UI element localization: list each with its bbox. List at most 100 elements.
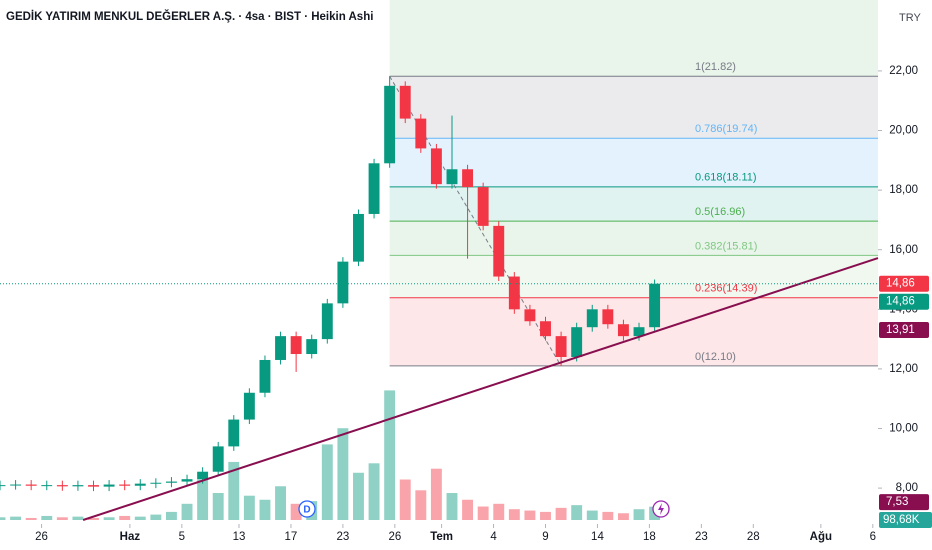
price-label: 14,86 [886, 296, 915, 308]
fib-label: 0(12.10) [695, 351, 736, 363]
x-tick-label: 18 [643, 531, 656, 543]
candle-body [353, 213, 364, 262]
candle-body [134, 483, 146, 486]
volume-bar [477, 506, 489, 520]
y-tick-label: 16,00 [889, 244, 918, 256]
volume-bar [228, 461, 240, 520]
x-tick-label: Ağu [810, 531, 832, 543]
candle-body [462, 169, 474, 188]
candle-body [41, 485, 53, 487]
price-layer [0, 76, 879, 521]
candle-body [306, 339, 318, 355]
x-tick-label: 4 [490, 531, 497, 543]
candle-body [290, 336, 302, 355]
fib-zone [389, 221, 878, 256]
volume-bar [72, 516, 84, 520]
volume-bar [290, 503, 302, 520]
fib-label: 0.5(16.96) [695, 206, 745, 218]
candle-body [555, 336, 567, 357]
x-tick-label: 13 [233, 531, 246, 543]
candle-body [602, 309, 614, 325]
price-label: 14,86 [886, 278, 915, 290]
fib-label: 1(21.82) [695, 61, 736, 73]
candle-body [88, 485, 99, 487]
volume-label: 98,68K [883, 514, 920, 526]
candle-body [56, 485, 68, 487]
y-tick-label: 20,00 [889, 125, 918, 137]
candle-body [197, 471, 209, 480]
fib-top-zone [389, 0, 878, 77]
candle-body [633, 327, 645, 337]
candle-body [415, 118, 427, 149]
candle-body [25, 484, 37, 486]
price-label-box [879, 275, 929, 292]
volume-bar [430, 468, 442, 520]
candle-body [10, 484, 22, 486]
y-tick-label: 22,00 [889, 65, 918, 77]
volume-bar [462, 499, 474, 520]
trendline [82, 257, 879, 521]
candle-body [477, 187, 489, 226]
event-bolt [658, 503, 664, 515]
fib-zone [389, 186, 878, 222]
x-tick-label: 6 [870, 531, 876, 543]
volume-bar [353, 472, 364, 520]
volume-bar [134, 516, 146, 520]
candle-body [243, 392, 255, 420]
volume-bar [41, 515, 53, 520]
candle-body [586, 309, 598, 328]
candle-body [72, 485, 84, 487]
candle-body [649, 283, 661, 328]
volume-bar [0, 517, 6, 520]
candle-body [571, 327, 583, 357]
price-label-box [879, 293, 929, 310]
candle-body [540, 321, 551, 337]
x-tick-label: 23 [336, 531, 349, 543]
x-tick-label: 28 [747, 531, 760, 543]
candle-body [617, 324, 629, 337]
y-tick-label: 12,00 [889, 363, 918, 375]
candle-body [524, 309, 536, 322]
candle-body [368, 163, 380, 214]
candle-body [384, 85, 396, 164]
y-tick-label: 8,00 [896, 482, 918, 494]
candle-body [321, 303, 333, 340]
volume-bar [56, 517, 68, 520]
x-tick-label: 5 [179, 531, 185, 543]
candle-body [181, 479, 193, 482]
candle-body [399, 85, 411, 119]
candle-body [228, 419, 240, 447]
candle-body [430, 148, 442, 185]
volume-bar [119, 515, 131, 520]
volume-bar [540, 511, 551, 520]
dividend-icon[interactable] [298, 500, 316, 518]
price-label: 7,53 [886, 496, 908, 508]
candle-body [103, 484, 115, 487]
volume-bar [415, 490, 427, 520]
volume-bar [243, 495, 255, 520]
volume-bar [555, 507, 567, 520]
candle-body [259, 359, 271, 393]
y-tick-label: 10,00 [889, 423, 918, 435]
x-tick-label: 9 [542, 531, 548, 543]
x-tick-label: Haz [120, 531, 141, 543]
volume-bar [508, 509, 520, 520]
fib-label: 0.236(14.39) [695, 283, 757, 295]
volume-bar [165, 511, 177, 520]
candle-body [119, 484, 131, 486]
volume-bar [212, 493, 224, 520]
volume-bar [368, 463, 380, 520]
volume-bar [602, 511, 614, 520]
fib-zone [389, 76, 878, 139]
y-tick-label: 18,00 [889, 184, 918, 196]
volume-bar [586, 510, 598, 520]
volume-bar [197, 479, 209, 520]
candle-body [493, 225, 505, 277]
volume-bar [181, 503, 193, 520]
volume-bar [321, 444, 333, 520]
fib-label: 0.382(15.81) [695, 240, 757, 252]
volume-bar [259, 499, 271, 520]
